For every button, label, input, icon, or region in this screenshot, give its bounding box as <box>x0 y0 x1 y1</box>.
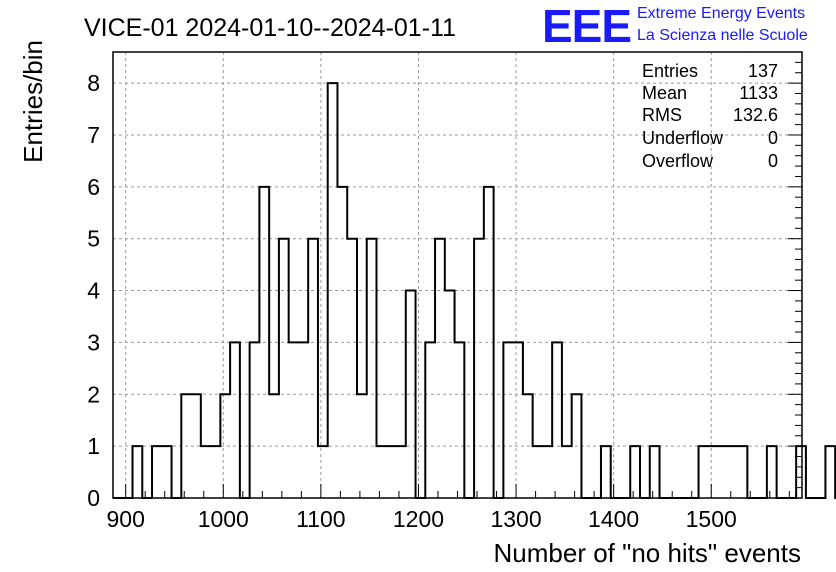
histogram-bin <box>767 446 777 498</box>
grid <box>113 52 802 499</box>
stats-rms-value: 132.6 <box>733 105 778 125</box>
x-tick-labels: 900 1000 1100 1200 1300 1400 1500 <box>106 506 736 532</box>
histogram-bin <box>298 342 308 498</box>
y-tick-label: 0 <box>87 485 100 511</box>
histogram-bin <box>289 342 299 498</box>
histogram-bin <box>825 446 835 498</box>
histogram-bin <box>552 342 562 498</box>
x-tick-label: 1100 <box>296 506 345 532</box>
y-tick-label: 4 <box>87 278 100 304</box>
histogram-bin <box>318 446 328 498</box>
stats-mean-value: 1133 <box>739 83 778 103</box>
x-tick-label: 1500 <box>686 506 737 532</box>
histogram-bin <box>425 342 435 498</box>
histogram-bin <box>367 239 377 498</box>
stats-mean-label: Mean <box>642 83 687 103</box>
histogram-bin <box>455 342 465 498</box>
histogram-bin <box>347 239 357 498</box>
x-tick-label: 1300 <box>490 506 541 532</box>
histogram-bin <box>630 446 640 498</box>
histogram-bin <box>601 446 611 498</box>
histogram-bin <box>435 239 445 498</box>
histogram-bin <box>728 446 738 498</box>
y-tick-label: 6 <box>87 174 100 200</box>
logo-line-1: Extreme Energy Events <box>637 5 805 22</box>
y-axis-title: Entries/bin <box>18 40 48 163</box>
histogram-bin <box>796 446 806 498</box>
y-tick-label: 8 <box>87 70 100 96</box>
stats-entries-value: 137 <box>748 61 778 81</box>
axis-ticks <box>125 51 802 499</box>
y-tick-label: 2 <box>87 381 100 407</box>
histogram-bin <box>279 239 289 498</box>
histogram-bin <box>503 342 513 498</box>
histogram-bin <box>542 446 552 498</box>
histogram-bin <box>650 446 660 498</box>
y-tick-labels: 0 1 2 3 4 5 6 7 8 <box>87 70 100 511</box>
histogram-bin <box>211 446 221 498</box>
histogram-bin <box>474 239 484 498</box>
histogram-bin <box>562 446 572 498</box>
x-tick-label: 1200 <box>393 506 444 532</box>
histogram-bin <box>308 239 318 498</box>
y-tick-label: 5 <box>87 226 100 252</box>
stats-overflow-label: Overflow <box>642 151 714 171</box>
histogram-bin <box>230 342 240 498</box>
histogram-bin <box>718 446 728 498</box>
y-tick-label: 7 <box>87 122 100 148</box>
histogram-bin <box>152 446 162 498</box>
stats-box: Entries 137 Mean 1133 RMS 132.6 Underflo… <box>642 61 778 171</box>
histogram-bin <box>738 446 748 498</box>
y-tick-label: 1 <box>87 433 100 459</box>
eee-logo: EEE Extreme Energy Events La Scienza nel… <box>542 0 808 52</box>
x-axis-title: Number of "no hits" events <box>494 538 802 568</box>
logo-letters: EEE <box>542 0 631 52</box>
x-tick-label: 1000 <box>198 506 249 532</box>
histogram-bins <box>133 83 836 498</box>
logo-line-2: La Scienza nelle Scuole <box>637 27 808 44</box>
x-tick-label: 1400 <box>588 506 639 532</box>
stats-underflow-value: 0 <box>768 128 778 148</box>
x-tick-label: 900 <box>106 506 144 532</box>
histogram-bin <box>162 446 172 498</box>
y-tick-label: 3 <box>87 329 100 355</box>
histogram-bin <box>699 446 709 498</box>
histogram-outline <box>113 82 836 499</box>
histogram-bin <box>396 446 406 498</box>
histogram-bin <box>201 446 211 498</box>
histogram-bin <box>376 446 386 498</box>
histogram-bin <box>250 342 260 498</box>
stats-overflow-value: 0 <box>768 151 778 171</box>
histogram-bin <box>513 342 523 498</box>
plot-frame <box>112 51 803 499</box>
histogram-bin <box>533 446 543 498</box>
histogram-bin <box>133 446 143 498</box>
stats-rms-label: RMS <box>642 105 682 125</box>
stats-entries-label: Entries <box>642 61 698 81</box>
stats-underflow-label: Underflow <box>642 128 724 148</box>
histogram-bin <box>708 446 718 498</box>
histogram-bin <box>386 446 396 498</box>
chart-title: VICE-01 2024-01-10--2024-01-11 <box>84 14 456 42</box>
